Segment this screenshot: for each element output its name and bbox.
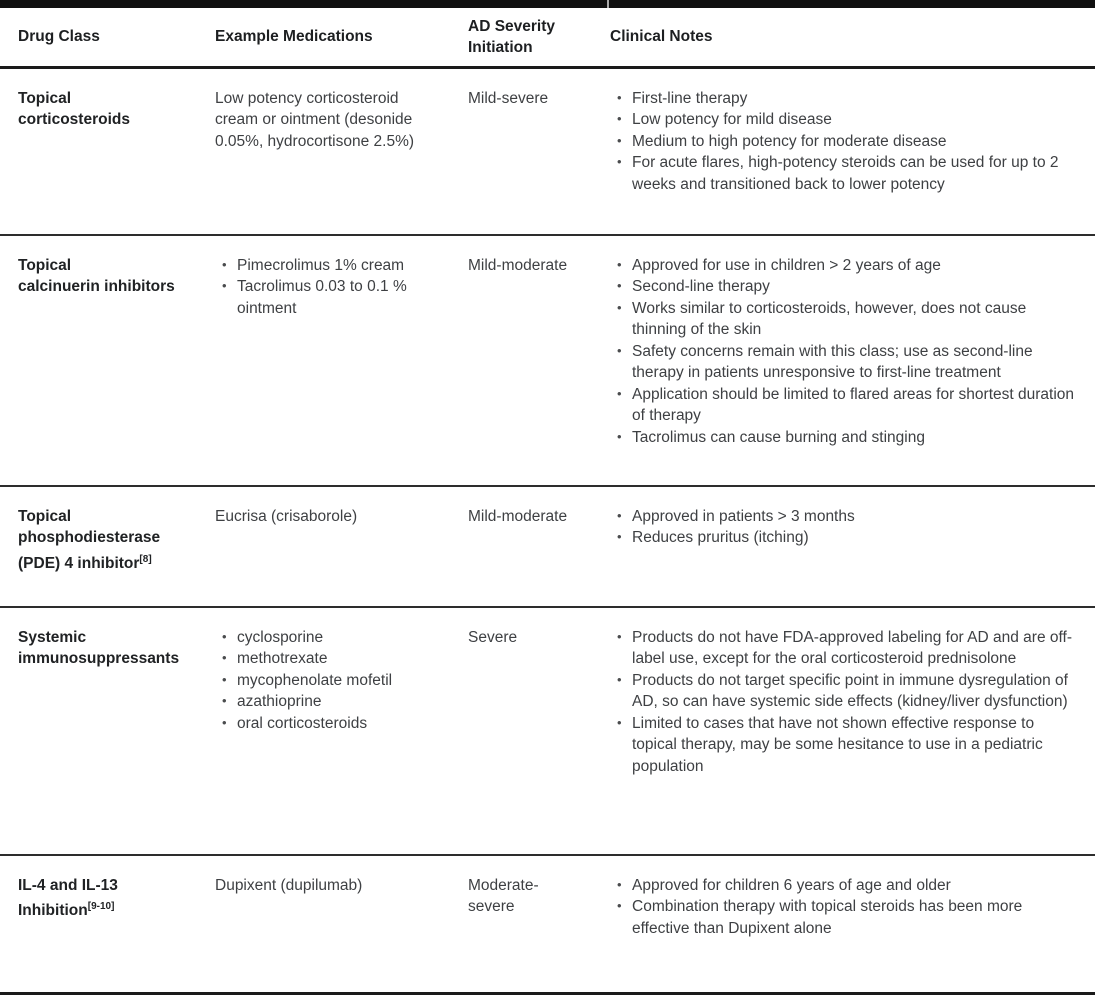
clinical-note-item: Second-line therapy — [612, 275, 1079, 298]
clinical-note-item: Safety concerns remain with this class; … — [612, 340, 1079, 384]
medication-item: mycophenolate mofetil — [215, 669, 433, 692]
medication-item: oral corticosteroids — [215, 712, 433, 735]
severity-cell: Moderate- severe — [468, 854, 610, 995]
medications-cell: Eucrisa (crisaborole) — [215, 485, 468, 608]
medications-list: Pimecrolimus 1% creamTacrolimus 0.03 to … — [215, 254, 433, 320]
clinical-note-item: Combination therapy with topical steroid… — [612, 895, 1079, 939]
clinical-note-item: First-line therapy — [612, 87, 1079, 110]
medication-item: Eucrisa (crisaborole) — [215, 507, 358, 525]
medication-item: Pimecrolimus 1% cream — [215, 254, 433, 277]
medication-item: azathioprine — [215, 690, 433, 713]
severity-value: Mild-moderate — [468, 507, 568, 525]
header-ad-severity: AD Severity Initiation — [468, 8, 610, 69]
medications-list: Dupixent (dupilumab) — [215, 875, 433, 897]
medications-list: Low potency corticosteroid cream or oint… — [215, 88, 433, 153]
drug-class-cell: Topical calcinuerin inhibitors — [0, 234, 215, 487]
drug-class-reference: [8] — [139, 553, 152, 565]
severity-cell: Mild-moderate — [468, 485, 610, 608]
medications-cell: Low potency corticosteroid cream or oint… — [215, 67, 468, 236]
clinical-notes-list: Approved in patients > 3 monthsReduces p… — [612, 505, 1079, 549]
header-clinical-notes: Clinical Notes — [610, 8, 1095, 69]
medication-item: Dupixent (dupilumab) — [215, 876, 363, 894]
clinical-note-item: Products do not target specific point in… — [612, 669, 1079, 713]
severity-value: Mild-severe — [468, 89, 549, 107]
clinical-notes-list: Approved for children 6 years of age and… — [612, 874, 1079, 940]
severity-cell: Severe — [468, 606, 610, 856]
medication-item: Low potency corticosteroid cream or oint… — [215, 89, 415, 150]
table-body: Topical corticosteroids Low potency cort… — [0, 67, 1095, 995]
table-row: Topical calcinuerin inhibitors Pimecroli… — [0, 234, 1095, 487]
medication-table: Drug Class Example Medications AD Severi… — [0, 8, 1095, 995]
table-row: IL-4 and IL-13 Inhibition[9-10] Dupixent… — [0, 854, 1095, 995]
drug-class-name: Topical phosphodiesterase (PDE) 4 inhibi… — [18, 507, 161, 572]
clinical-note-item: Products do not have FDA-approved labeli… — [612, 626, 1079, 670]
drug-class-name: Topical calcinuerin inhibitors — [18, 256, 175, 296]
clinical-note-item: For acute flares, high-potency steroids … — [612, 151, 1079, 195]
drug-class-cell: Systemic immunosuppressants — [0, 606, 215, 856]
severity-value: Moderate- severe — [468, 876, 539, 916]
clinical-notes-cell: Approved for use in children > 2 years o… — [610, 234, 1095, 487]
clinical-note-item: Limited to cases that have not shown eff… — [612, 712, 1079, 778]
table-row: Systemic immunosuppressants cyclosporine… — [0, 606, 1095, 856]
drug-class-reference: [9-10] — [87, 901, 115, 912]
drug-class-cell: Topical corticosteroids — [0, 67, 215, 236]
drug-class-cell: Topical phosphodiesterase (PDE) 4 inhibi… — [0, 485, 215, 608]
drug-class-name: Topical corticosteroids — [18, 89, 130, 129]
clinical-note-item: Works similar to corticosteroids, howeve… — [612, 297, 1079, 341]
clinical-note-item: Approved for use in children > 2 years o… — [612, 254, 1079, 277]
clinical-notes-cell: First-line therapyLow potency for mild d… — [610, 67, 1095, 236]
table-top-border — [0, 0, 1095, 8]
clinical-note-item: Tacrolimus can cause burning and stingin… — [612, 426, 1079, 449]
clinical-note-item: Low potency for mild disease — [612, 108, 1079, 131]
medications-cell: cyclosporinemethotrexatemycophenolate mo… — [215, 606, 468, 856]
clinical-note-item: Approved in patients > 3 months — [612, 505, 1079, 528]
medications-cell: Dupixent (dupilumab) — [215, 854, 468, 995]
header-example-medications: Example Medications — [215, 8, 468, 69]
severity-cell: Mild-severe — [468, 67, 610, 236]
table-header: Drug Class Example Medications AD Severi… — [0, 8, 1095, 69]
clinical-note-item: Medium to high potency for moderate dise… — [612, 130, 1079, 153]
medications-list: Eucrisa (crisaborole) — [215, 506, 433, 528]
drug-class-name: IL-4 and IL-13 Inhibition — [18, 876, 118, 920]
medication-item: methotrexate — [215, 647, 433, 670]
medications-list: cyclosporinemethotrexatemycophenolate mo… — [215, 626, 433, 735]
clinical-notes-list: Approved for use in children > 2 years o… — [612, 254, 1079, 449]
severity-cell: Mild-moderate — [468, 234, 610, 487]
header-row: Drug Class Example Medications AD Severi… — [0, 8, 1095, 69]
table-row: Topical phosphodiesterase (PDE) 4 inhibi… — [0, 485, 1095, 608]
column-divider-notch — [607, 0, 609, 8]
medication-item: Tacrolimus 0.03 to 0.1 % ointment — [215, 275, 433, 319]
drug-class-cell: IL-4 and IL-13 Inhibition[9-10] — [0, 854, 215, 995]
table-row: Topical corticosteroids Low potency cort… — [0, 67, 1095, 236]
clinical-note-item: Reduces pruritus (itching) — [612, 526, 1079, 549]
severity-value: Severe — [468, 628, 518, 646]
medications-cell: Pimecrolimus 1% creamTacrolimus 0.03 to … — [215, 234, 468, 487]
header-drug-class: Drug Class — [0, 8, 215, 69]
severity-value: Mild-moderate — [468, 256, 568, 274]
clinical-note-item: Application should be limited to flared … — [612, 383, 1079, 427]
drug-class-name: Systemic immunosuppressants — [18, 628, 180, 668]
medication-item: cyclosporine — [215, 626, 433, 649]
clinical-note-item: Approved for children 6 years of age and… — [612, 874, 1079, 897]
clinical-notes-list: First-line therapyLow potency for mild d… — [612, 87, 1079, 196]
clinical-notes-list: Products do not have FDA-approved labeli… — [612, 626, 1079, 778]
clinical-notes-cell: Approved for children 6 years of age and… — [610, 854, 1095, 995]
clinical-notes-cell: Approved in patients > 3 monthsReduces p… — [610, 485, 1095, 608]
clinical-notes-cell: Products do not have FDA-approved labeli… — [610, 606, 1095, 856]
